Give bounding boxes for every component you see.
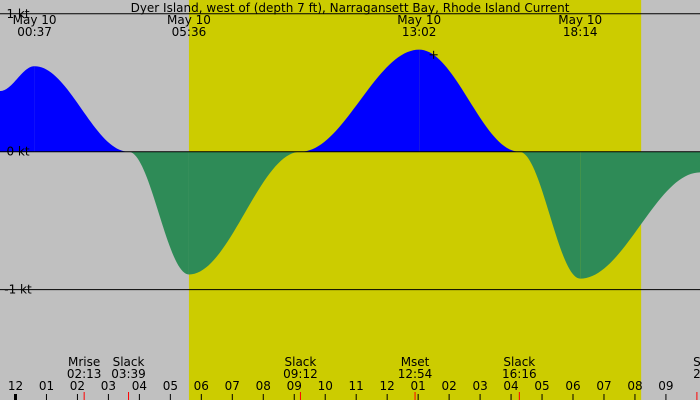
ebb-area [188,151,301,275]
hour-tick-label: 08 [627,379,642,393]
hour-tick-label: 04 [503,379,518,393]
header-date: May 10 [13,13,57,27]
hour-tick-label: 12 [8,379,23,393]
current-time-marker [429,50,438,59]
flood-area [300,49,420,152]
hour-tick-label: 03 [101,379,116,393]
hour-tick-label: 07 [596,379,611,393]
hour-tick-label: 06 [194,379,209,393]
hour-tick-label: 11 [349,379,364,393]
kt-axis-labels: 1 kt 0 kt -1 kt [4,7,32,297]
hour-tick-label: 10 [318,379,333,393]
hour-axis: 1112010203040506070809101112010203040506… [8,379,674,400]
kt-label: -1 kt [4,283,32,297]
event-labels: Mrise02:13Slack03:39Slack09:12Mset12:54S… [67,355,700,400]
hour-tick-label: 06 [565,379,580,393]
event-name: Slack [285,355,317,369]
ebb-areas [128,151,700,279]
header-time: 00:37 [17,25,52,39]
hour-tick-label: 08 [256,379,271,393]
hour-tick-label: 02 [441,379,456,393]
event-time: 03:39 [111,367,146,381]
ebb-area [128,151,189,275]
event-name: Slack [113,355,145,369]
hour-tick-label: 04 [132,379,147,393]
header-date: May 10 [558,13,602,27]
header-date: May 10 [397,13,441,27]
event-name: Mset [401,355,430,369]
header-time: 05:36 [172,25,207,39]
header-time: 18:14 [563,25,598,39]
kt-label: 0 kt [6,145,29,159]
hour-tick-label: 02 [70,379,85,393]
flood-area [0,66,35,152]
header-date: May 10 [167,13,211,27]
hour-tick-label: 09 [287,379,302,393]
hour-tick-label: 01 [39,379,54,393]
hour-tick-label: 01 [411,379,426,393]
ebb-area [519,151,581,279]
hour-tick-label: 09 [658,379,673,393]
chart-title: Dyer Island, west of (depth 7 ft), Narra… [131,1,570,15]
event-name: S [693,355,700,369]
ebb-area [580,151,700,279]
hour-tick-label: 05 [534,379,549,393]
header-time: 13:02 [402,25,437,39]
event-name: Mrise [68,355,100,369]
hour-tick-label: 03 [472,379,487,393]
hour-tick-label: 12 [380,379,395,393]
flood-area [419,49,520,152]
kt-label: 1 kt [6,7,29,21]
event-time: 12:54 [398,367,433,381]
flood-area [34,66,129,152]
event-name: Slack [503,355,535,369]
event-time: 2 [693,367,700,381]
event-time: 09:12 [283,367,318,381]
kt-grid-lines [0,13,700,291]
hour-tick-label: 05 [163,379,178,393]
event-time: 16:16 [502,367,537,381]
hour-tick-label: 07 [225,379,240,393]
flood-areas [0,49,520,152]
event-time: 02:13 [67,367,102,381]
